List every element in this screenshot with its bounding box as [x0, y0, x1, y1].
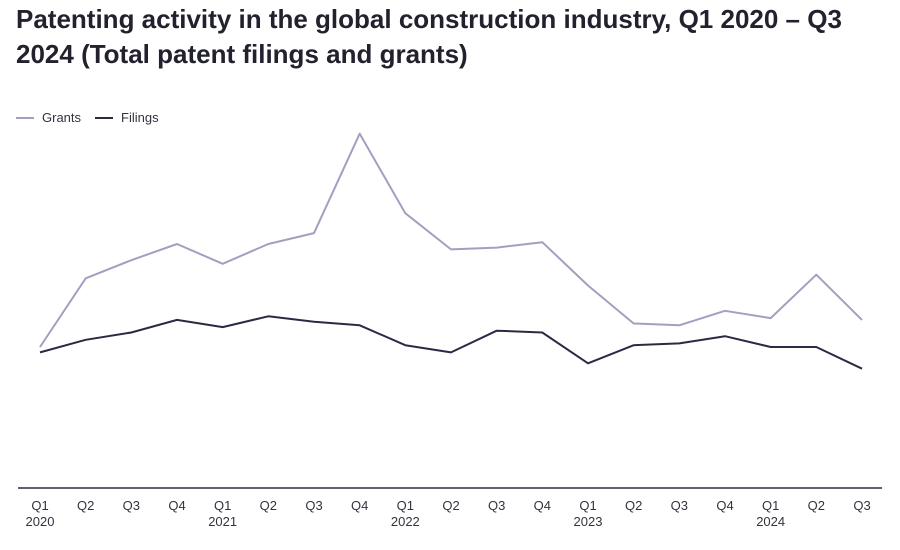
x-tick-label: Q2 [625, 498, 642, 513]
x-tick-label: Q1 [31, 498, 48, 513]
x-tick-label: Q1 [397, 498, 414, 513]
x-tick-year-label: 2023 [574, 514, 603, 529]
x-tick-label: Q3 [853, 498, 870, 513]
legend-label-filings: Filings [121, 110, 159, 125]
x-tick-label: Q2 [260, 498, 277, 513]
x-tick-label: Q2 [77, 498, 94, 513]
x-tick-label: Q2 [442, 498, 459, 513]
legend-label-grants: Grants [42, 110, 82, 125]
legend-swatch-filings [95, 116, 114, 119]
x-tick-year-label: 2021 [208, 514, 237, 529]
x-tick-year-label: 2020 [26, 514, 55, 529]
x-tick-year-label: 2024 [756, 514, 785, 529]
chart-title: Patenting activity in the global constru… [16, 4, 842, 69]
legend-swatch-grants [16, 116, 34, 119]
x-tick-label: Q2 [808, 498, 825, 513]
x-tick-label: Q1 [762, 498, 779, 513]
x-tick-label: Q4 [534, 498, 551, 513]
x-tick-label: Q3 [123, 498, 140, 513]
series-line-filings[interactable] [39, 315, 863, 370]
x-tick-label: Q4 [716, 498, 733, 513]
x-tick-label: Q1 [579, 498, 596, 513]
x-tick-label: Q3 [305, 498, 322, 513]
x-tick-label: Q3 [488, 498, 505, 513]
x-tick-label: Q1 [214, 498, 231, 513]
x-tick-year-label: 2022 [391, 514, 420, 529]
x-tick-label: Q4 [351, 498, 368, 513]
x-tick-label: Q3 [671, 498, 688, 513]
series-line-grants[interactable] [39, 132, 863, 348]
x-tick-label: Q4 [168, 498, 185, 513]
legend-item-filings[interactable]: Filings [95, 110, 159, 125]
legend: Grants Filings [16, 110, 173, 125]
legend-item-grants[interactable]: Grants [16, 110, 81, 125]
